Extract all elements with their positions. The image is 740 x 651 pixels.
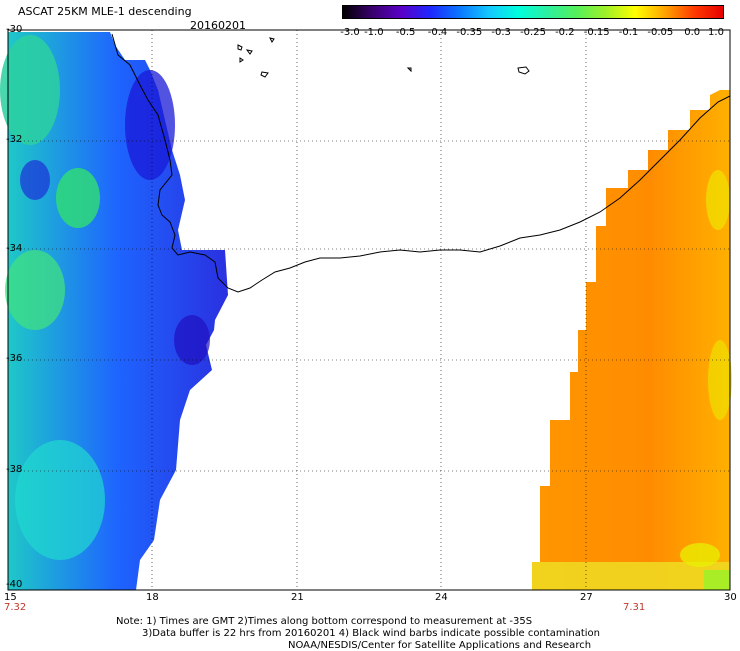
product-title: ASCAT 25KM MLE-1 descending [18, 5, 192, 18]
west-wind-swath [0, 32, 228, 590]
lat-label-40: -40 [6, 579, 23, 590]
color-scale-label: -0.3 [491, 27, 511, 38]
lon-label-24: 24 [435, 592, 448, 603]
lat-label-38: -38 [6, 464, 23, 475]
time-label-right: 7.31 [623, 602, 646, 613]
lat-label-36: -36 [6, 353, 23, 364]
color-scale-label: -0.5 [395, 27, 416, 38]
color-scale-label: -0.15 [583, 27, 610, 38]
lat-label-34: -34 [6, 243, 23, 254]
color-scale-label: -0.35 [456, 27, 483, 38]
lat-label-30: -30 [6, 24, 23, 35]
map-frame [7, 29, 731, 591]
lon-label-18: 18 [146, 592, 159, 603]
lon-label-30: 30 [724, 592, 737, 603]
color-scale-label: -0.2 [555, 27, 575, 38]
color-scale-label: -0.25 [520, 27, 546, 38]
footer-credit: NOAA/NESDIS/Center for Satellite Applica… [288, 640, 592, 651]
color-scale-label: -0.1 [618, 27, 639, 38]
color-scale-label: 1.0 [708, 27, 724, 38]
lon-label-27: 27 [580, 592, 593, 603]
lat-label-32: -32 [6, 134, 23, 145]
footer-note-2: 3)Data buffer is 22 hrs from 20160201 4)… [142, 628, 600, 639]
island-markers [237, 37, 530, 78]
product-date: 20160201 [190, 19, 246, 32]
color-scale-label: -0.4 [427, 27, 448, 38]
color-scale-label: -1.0 [364, 27, 384, 38]
color-scale-label: -0.05 [647, 27, 674, 38]
color-scale-label: 0.0 [684, 27, 701, 38]
color-scale-label: -3.0 [340, 27, 360, 38]
footer-note-1: Note: 1) Times are GMT 2)Times along bot… [116, 616, 533, 627]
lon-label-15: 15 [4, 592, 17, 603]
east-wind-swath [532, 90, 732, 590]
coastline [111, 33, 731, 293]
lon-label-21: 21 [291, 592, 304, 603]
lat-lon-grid [8, 30, 730, 590]
color-scale-bar [342, 5, 724, 19]
time-label-left: 7.32 [4, 602, 27, 613]
